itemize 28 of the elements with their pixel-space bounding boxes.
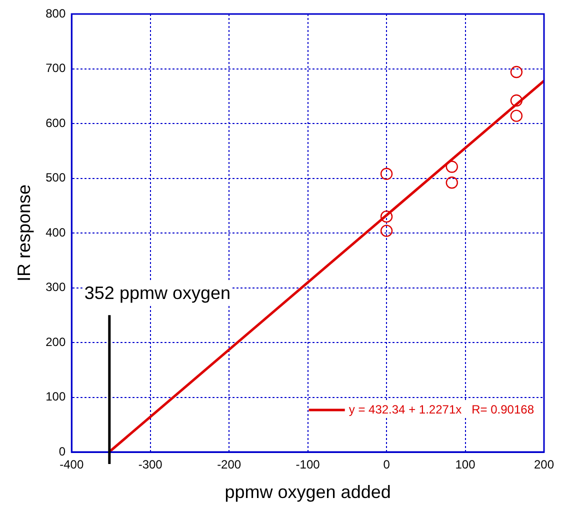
point xyxy=(510,94,523,107)
y-tick-label: 800 xyxy=(46,6,66,20)
y-tick-label: 500 xyxy=(46,170,66,185)
y-tick-label: 600 xyxy=(46,116,66,130)
legend-label: y = 432.34 + 1.2271x R= 0.90168 xyxy=(348,402,534,416)
x-tick-label: -200 xyxy=(217,458,242,472)
x-tick-label: -400 xyxy=(60,458,84,472)
point xyxy=(510,110,523,122)
point xyxy=(380,210,393,223)
point xyxy=(380,224,393,237)
x-axis-title: ppmw oxygen added xyxy=(224,482,391,502)
ref-line-label: 352 ppmw oxygen xyxy=(84,283,231,304)
x-tick-label: -100 xyxy=(296,458,320,472)
y-tick-label: 100 xyxy=(46,390,66,404)
y-tick-label: 300 xyxy=(46,280,66,294)
x-tick-label: 100 xyxy=(455,458,476,472)
y-tick-label: 0 xyxy=(58,444,66,458)
point xyxy=(446,160,458,173)
x-tick-label: 0 xyxy=(383,458,390,472)
y-tick-label: 400 xyxy=(46,225,66,240)
point xyxy=(380,168,393,180)
y-tick-label: 700 xyxy=(46,61,66,76)
y-axis-title: IR response xyxy=(14,184,34,282)
y-tick-label: 200 xyxy=(46,334,66,349)
x-tick-label: 200 xyxy=(534,458,554,472)
point xyxy=(446,176,458,189)
x-tick-label: -300 xyxy=(138,458,163,472)
point xyxy=(510,66,523,78)
